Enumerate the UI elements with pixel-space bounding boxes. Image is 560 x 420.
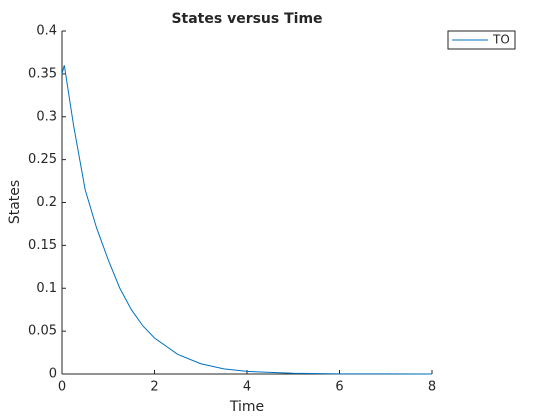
- y-tick-label: 0.05: [28, 324, 57, 339]
- y-tick-label: 0.35: [28, 66, 57, 81]
- y-tick-label: 0.15: [28, 238, 57, 253]
- y-tick-label: 0.1: [36, 281, 57, 296]
- legend-label: TO: [492, 33, 510, 47]
- y-tick-label: 0.25: [28, 152, 57, 167]
- line-series: [61, 65, 433, 375]
- x-tick-label: 8: [428, 380, 436, 395]
- y-tick-label: 0: [49, 367, 57, 382]
- x-tick-label: 6: [335, 380, 343, 395]
- chart-title: States versus Time: [171, 11, 322, 27]
- x-tick-label: 2: [150, 380, 158, 395]
- y-tick-label: 0.4: [36, 24, 57, 39]
- y-tick-label: 0.2: [36, 195, 57, 210]
- x-tick-label: 0: [58, 380, 66, 395]
- y-tick-label: 0.3: [36, 109, 57, 124]
- x-tick-label: 4: [243, 380, 251, 395]
- x-axis-label: Time: [229, 399, 264, 415]
- y-axis-label: States: [7, 180, 23, 224]
